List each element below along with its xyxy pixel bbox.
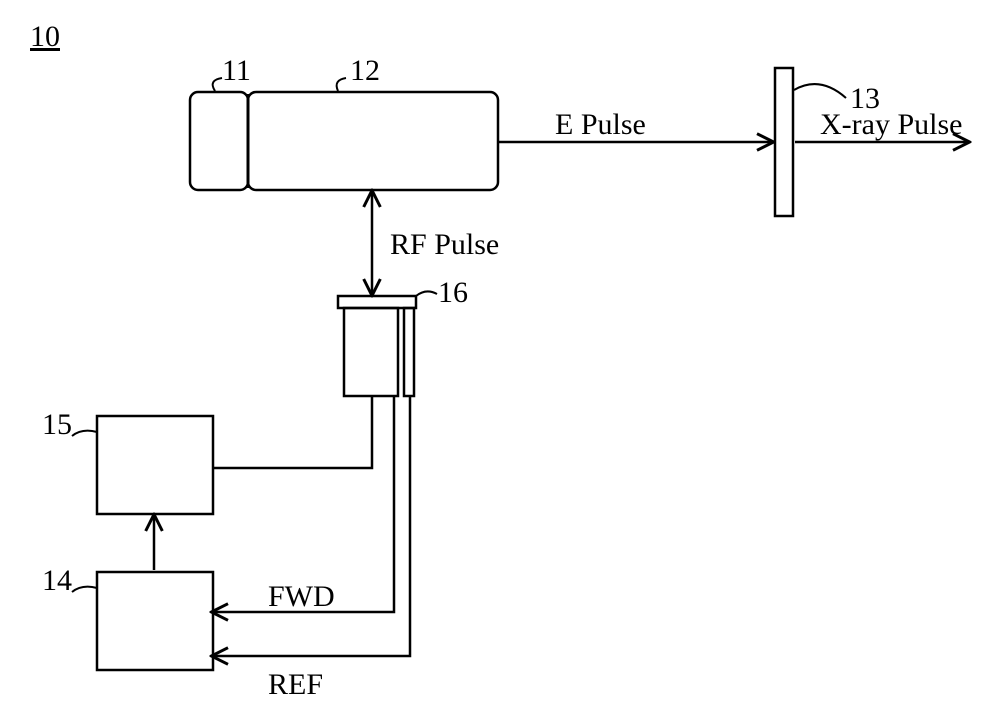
ref-15: 15: [42, 408, 72, 442]
block-11: [190, 92, 248, 190]
conn-15-16: [213, 396, 372, 468]
block-13: [775, 68, 793, 216]
lead-16: [416, 291, 437, 296]
lead-13: [794, 84, 846, 98]
block-14: [97, 572, 213, 670]
ref-16: 16: [438, 276, 468, 310]
lead-12: [337, 78, 346, 91]
block-16-bar: [404, 308, 414, 396]
block-12: [248, 92, 498, 190]
label-fwd: FWD: [268, 580, 335, 614]
label-e-pulse: E Pulse: [555, 108, 646, 142]
ref-12: 12: [350, 54, 380, 88]
block-16-cap: [338, 296, 416, 308]
label-xray-pulse: X-ray Pulse: [820, 108, 962, 142]
ref-11: 11: [222, 54, 251, 88]
label-rf-pulse: RF Pulse: [390, 228, 499, 262]
block-15: [97, 416, 213, 514]
block-16-main: [344, 308, 398, 396]
ref-14: 14: [42, 564, 72, 598]
fig-title: 10: [30, 20, 60, 54]
lead-14: [72, 587, 97, 592]
lead-11: [213, 78, 222, 91]
label-ref: REF: [268, 668, 323, 702]
arrow-ref: [213, 396, 410, 656]
lead-15: [72, 431, 97, 436]
